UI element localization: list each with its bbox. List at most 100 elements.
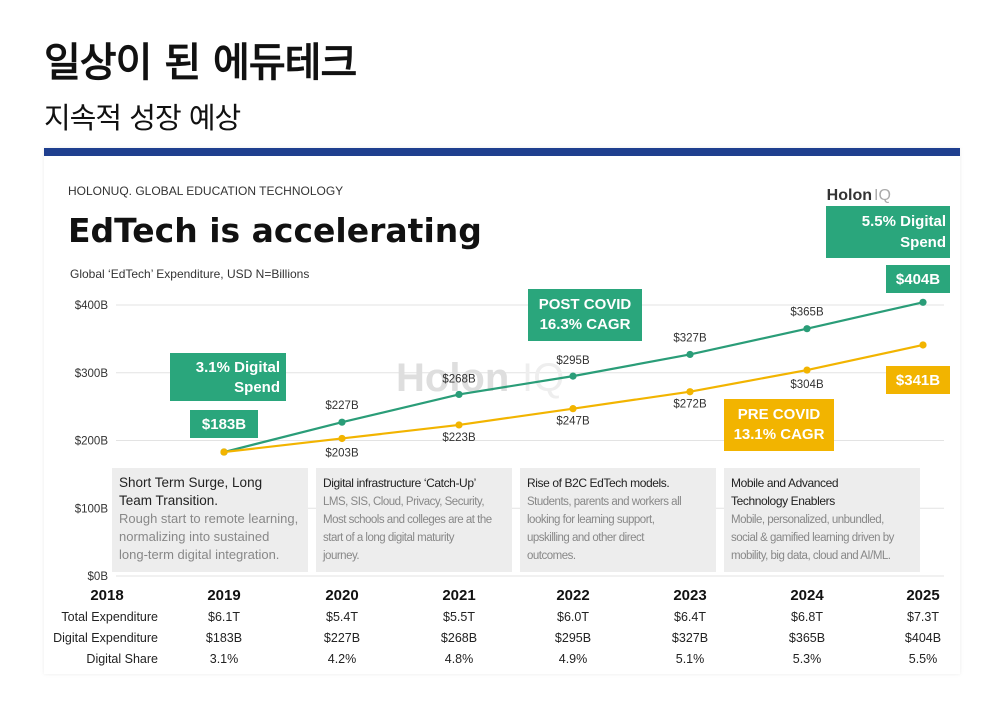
data-point bbox=[455, 390, 463, 399]
panel-body: Rough start to remote learning, bbox=[119, 511, 298, 526]
y-tick-label: $400B bbox=[75, 300, 109, 312]
x-tick-label: 2024 bbox=[790, 587, 824, 604]
table-cell: $6.1T bbox=[208, 610, 240, 624]
y-tick-label: $100B bbox=[75, 503, 109, 515]
watermark: Holon bbox=[396, 356, 509, 400]
x-tick-label: 2018 bbox=[90, 587, 123, 604]
panel-body: Most schools and colleges are at the bbox=[323, 514, 492, 526]
data-point bbox=[569, 372, 577, 380]
table-cell: $6.8T bbox=[791, 610, 823, 624]
callout-text: Spend bbox=[900, 234, 946, 251]
panel-body: mobility, big data, cloud and AI/ML. bbox=[731, 550, 891, 562]
info-panel bbox=[316, 468, 512, 572]
y-tick-label: $0B bbox=[88, 571, 109, 583]
data-point bbox=[803, 366, 811, 374]
x-tick-label: 2023 bbox=[673, 587, 706, 604]
data-point bbox=[338, 434, 346, 443]
data-label: $203B bbox=[325, 447, 359, 459]
panel-body: social & gamified learning driven by bbox=[731, 532, 895, 544]
panel-body: outcomes. bbox=[527, 550, 576, 562]
panel-heading: Short Term Surge, Long bbox=[119, 475, 262, 490]
data-label: $295B bbox=[556, 355, 590, 367]
callout-text: 13.1% CAGR bbox=[734, 426, 825, 443]
table-cell: $404B bbox=[905, 631, 941, 645]
panel-body: upskilling and other direct bbox=[527, 532, 645, 544]
panel-body: looking for learning support, bbox=[527, 514, 655, 526]
table-row-label: Digital Share bbox=[86, 652, 158, 666]
data-point bbox=[803, 325, 811, 333]
data-label: $247B bbox=[556, 416, 590, 428]
table-row-label: Total Expenditure bbox=[61, 610, 158, 624]
panel-body: long-term digital integration. bbox=[119, 547, 279, 562]
chart-card: HOLONUQ. GLOBAL EDUCATION TECHNOLOGY Holo… bbox=[44, 148, 960, 674]
panel-heading: Digital infrastructure ‘Catch-Up’ bbox=[323, 476, 476, 490]
table-cell: 4.8% bbox=[445, 652, 474, 666]
callout-text: 16.3% CAGR bbox=[540, 316, 631, 333]
chart-title: EdTech is accelerating bbox=[68, 211, 482, 250]
info-panel bbox=[520, 468, 716, 572]
card-top-bar bbox=[44, 148, 960, 156]
info-panel bbox=[112, 468, 308, 572]
table-cell: 4.9% bbox=[559, 652, 588, 666]
info-panel bbox=[724, 468, 920, 572]
data-label: $327B bbox=[673, 332, 707, 344]
callout-text: 5.5% Digital bbox=[862, 213, 946, 230]
data-label: $365B bbox=[790, 307, 824, 319]
data-point bbox=[455, 421, 463, 429]
table-cell: $5.5T bbox=[443, 610, 475, 624]
table-cell: $365B bbox=[789, 631, 825, 645]
x-tick-label: 2022 bbox=[556, 587, 589, 604]
callout-text: POST COVID bbox=[539, 296, 632, 313]
table-cell: 5.5% bbox=[909, 652, 938, 666]
table-cell: $7.3T bbox=[907, 610, 939, 624]
y-tick-label: $300B bbox=[75, 368, 109, 380]
slide-title: 일상이 된 에듀테크 bbox=[44, 40, 357, 86]
panel-body: start of a long digital maturity bbox=[323, 532, 455, 544]
panel-body: Students, parents and workers all bbox=[527, 496, 681, 508]
callout-text: $404B bbox=[896, 271, 940, 288]
callout-text: 3.1% Digital bbox=[196, 359, 280, 376]
chart-subtitle: Global ‘EdTech’ Expenditure, USD N=Billi… bbox=[70, 267, 309, 281]
data-point bbox=[686, 350, 694, 359]
edtech-chart: HOLONUQ. GLOBAL EDUCATION TECHNOLOGY Holo… bbox=[53, 184, 950, 666]
table-cell: $5.4T bbox=[326, 610, 358, 624]
data-label: $227B bbox=[325, 400, 359, 412]
panel-heading: Rise of B2C EdTech models. bbox=[527, 476, 669, 490]
table-cell: 5.1% bbox=[676, 652, 705, 666]
x-tick-label: 2025 bbox=[906, 587, 939, 604]
table-cell: $327B bbox=[672, 631, 708, 645]
panel-body: LMS, SIS, Cloud, Privacy, Security, bbox=[323, 496, 484, 508]
data-label: $304B bbox=[790, 379, 824, 391]
callout-pre-covid bbox=[724, 399, 834, 451]
callout-value-2025-yellow bbox=[886, 366, 950, 394]
callout-text: Spend bbox=[234, 379, 280, 396]
table-cell: $6.4T bbox=[674, 610, 706, 624]
panel-heading: Team Transition. bbox=[119, 493, 218, 508]
data-label: $268B bbox=[442, 373, 476, 385]
table-cell: $268B bbox=[441, 631, 477, 645]
data-point bbox=[686, 388, 694, 396]
table-row-label: Digital Expenditure bbox=[53, 631, 158, 645]
callout-value-2025-green bbox=[886, 265, 950, 293]
data-label: $272B bbox=[673, 399, 707, 411]
y-tick-label: $200B bbox=[75, 436, 109, 448]
x-tick-label: 2019 bbox=[207, 587, 240, 604]
table-cell: $295B bbox=[555, 631, 591, 645]
chart-source: HOLONUQ. GLOBAL EDUCATION TECHNOLOGY bbox=[68, 184, 343, 198]
callout-digital-2019 bbox=[170, 353, 286, 401]
data-point bbox=[220, 448, 228, 456]
callout-value-2019 bbox=[190, 410, 258, 438]
x-tick-label: 2020 bbox=[325, 587, 358, 604]
callout-text: $341B bbox=[896, 372, 940, 389]
panel-body: Mobile, personalized, unbundled, bbox=[731, 514, 884, 526]
data-label: $223B bbox=[442, 432, 476, 444]
brand-logo: Holon bbox=[827, 187, 872, 204]
table-cell: $227B bbox=[324, 631, 360, 645]
table-cell: 3.1% bbox=[210, 652, 239, 666]
table-cell: 5.3% bbox=[793, 652, 822, 666]
callout-digital-2025 bbox=[826, 206, 950, 258]
panel-heading: Technology Enablers bbox=[731, 494, 835, 508]
callout-post-covid bbox=[528, 289, 642, 341]
panel-body: normalizing into sustained bbox=[119, 529, 269, 544]
table-cell: $183B bbox=[206, 631, 242, 645]
